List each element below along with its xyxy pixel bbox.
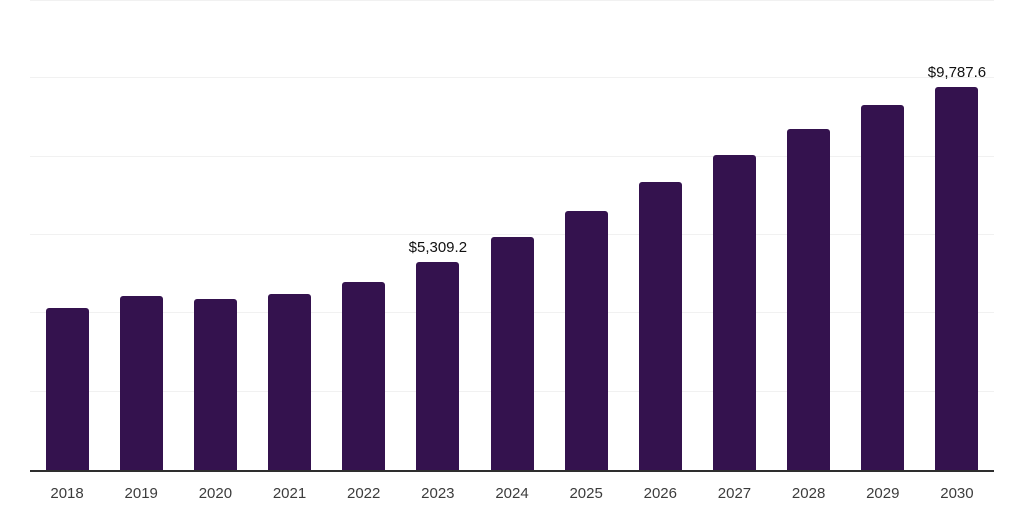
gridline — [30, 234, 994, 235]
bar-2028 — [787, 129, 831, 470]
bar-2024 — [490, 236, 534, 470]
x-tick-label-2023: 2023 — [421, 485, 455, 502]
bar-2030 — [935, 86, 979, 470]
x-tick-label-2018: 2018 — [50, 485, 84, 502]
bar-2026 — [638, 181, 682, 470]
x-tick-label-2026: 2026 — [643, 485, 677, 502]
gridline — [30, 0, 994, 1]
x-tick-label-2019: 2019 — [124, 485, 158, 502]
bar-2021 — [268, 294, 312, 470]
x-tick-label-2024: 2024 — [495, 485, 529, 502]
gridline — [30, 155, 994, 157]
x-tick-label-2027: 2027 — [717, 485, 752, 502]
bar-2018 — [45, 308, 89, 470]
x-tick-label-2020: 2020 — [198, 485, 233, 502]
x-tick-label-2021: 2021 — [272, 485, 307, 502]
x-tick-label-2022: 2022 — [347, 485, 381, 502]
bar-2023 — [416, 262, 460, 470]
bar-2029 — [861, 105, 905, 470]
bar-2020 — [193, 299, 237, 470]
x-tick-label-2028: 2028 — [791, 485, 826, 502]
x-tick-label-2025: 2025 — [569, 485, 603, 502]
bar-2025 — [564, 210, 608, 470]
plot-area: $5,309.2 $9,787.6 — [30, 0, 994, 472]
bar-2022 — [342, 282, 386, 470]
x-tick-label-2029: 2029 — [866, 485, 900, 502]
gridline — [30, 77, 994, 79]
bar-2019 — [119, 296, 163, 470]
bar-value-label-2023: $5,309.2 — [408, 239, 468, 257]
x-axis: 2018 2019 2020 2021 2022 2023 2024 2025 2026 2027… — [30, 472, 994, 512]
x-tick-label-2030: 2030 — [940, 485, 974, 502]
bar-2027 — [712, 154, 756, 470]
bar-value-label-2030: $9,787.6 — [927, 63, 987, 81]
